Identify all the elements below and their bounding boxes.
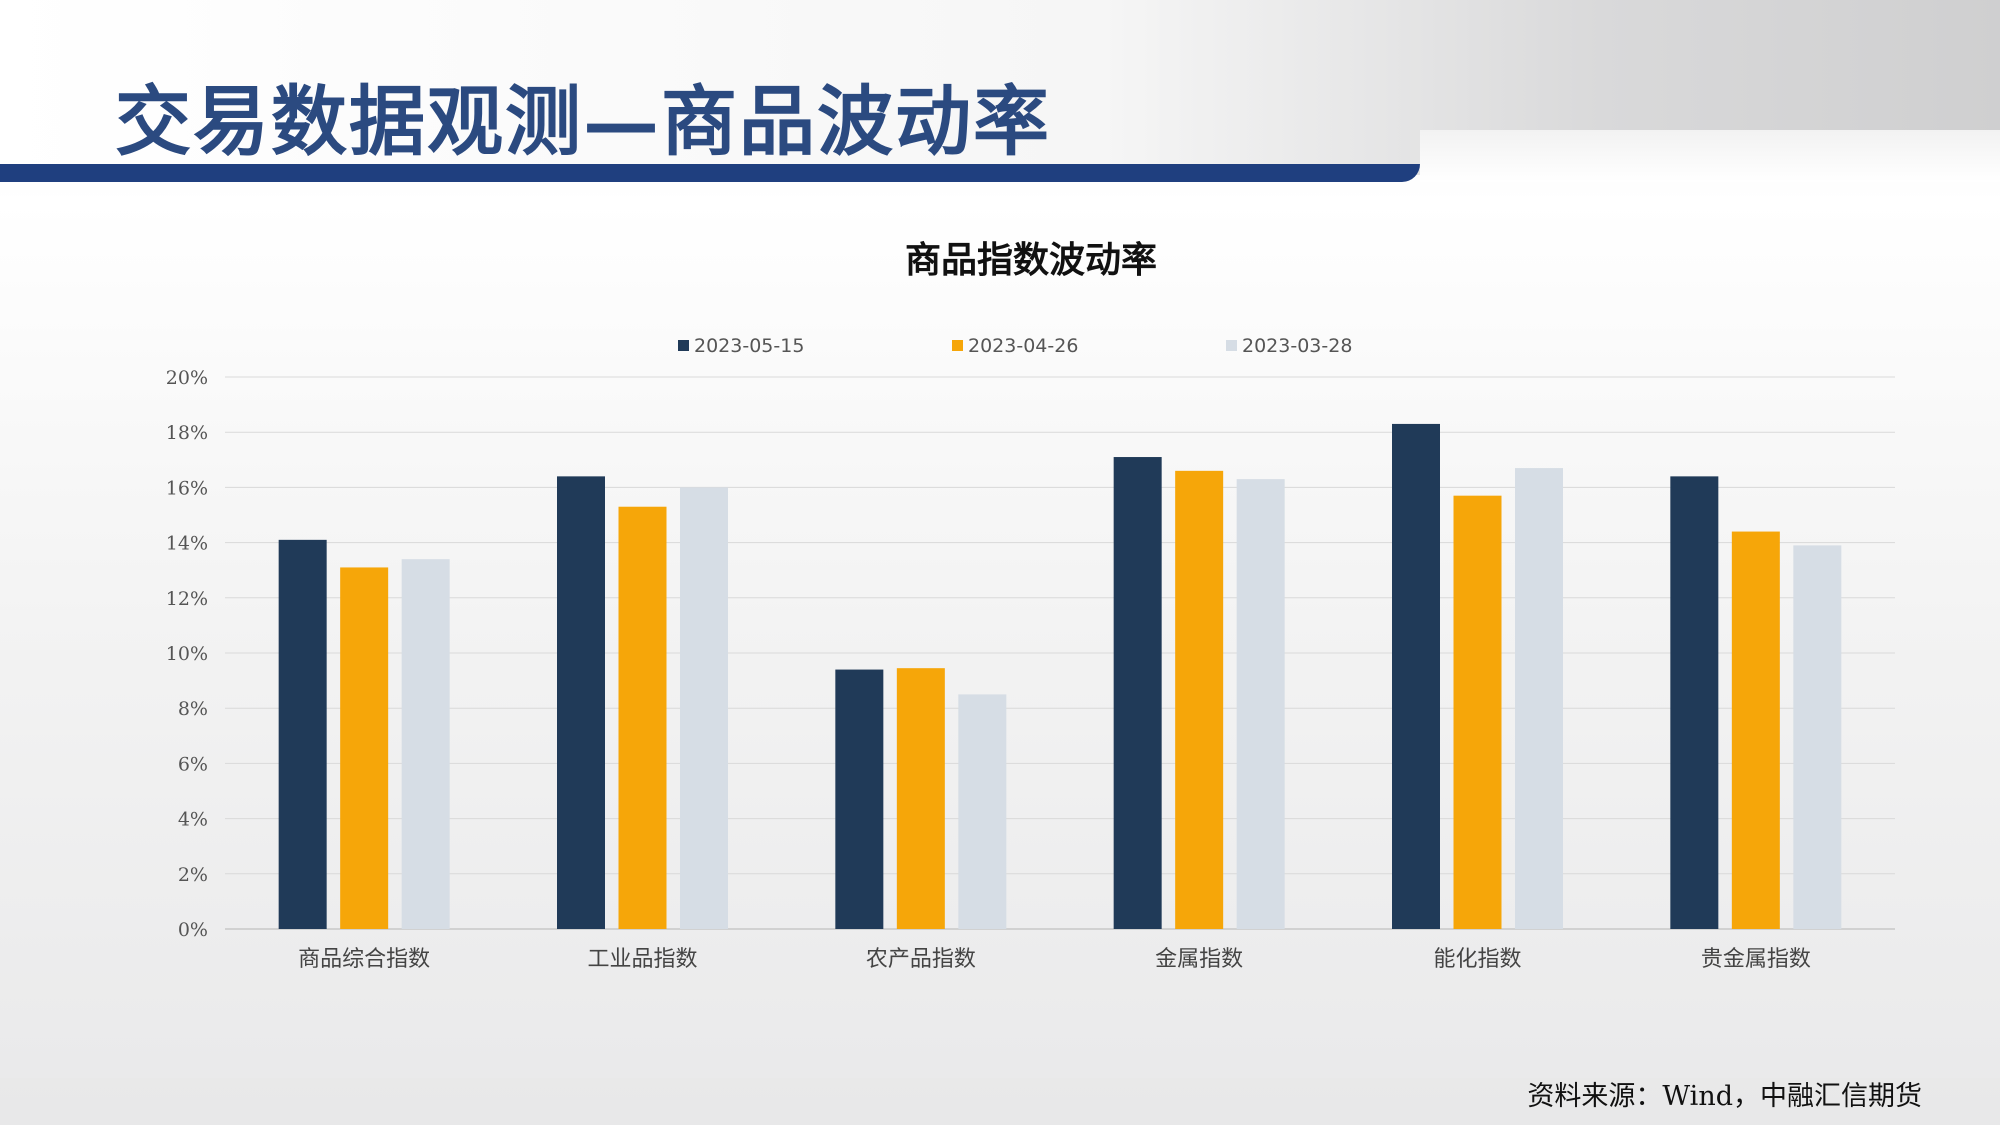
legend-swatch: [952, 340, 963, 351]
legend-swatch: [1226, 340, 1237, 351]
bar: [1392, 423, 1440, 929]
gridlines: [225, 376, 1895, 930]
bar: [618, 506, 667, 929]
bar: [1670, 476, 1719, 929]
x-category-label: 农产品指数: [866, 947, 976, 972]
x-category-label: 能化指数: [1433, 947, 1521, 972]
legend-label: 2023-05-15: [694, 335, 804, 357]
x-category-label: 贵金属指数: [1701, 947, 1811, 972]
x-category-label: 工业品指数: [587, 947, 697, 972]
bar: [835, 669, 884, 929]
bar: [1236, 479, 1285, 929]
y-tick-label: 16%: [166, 477, 208, 499]
legend-label: 2023-03-28: [1242, 335, 1352, 357]
y-tick-label: 20%: [166, 367, 208, 389]
x-category-label: 商品综合指数: [298, 947, 430, 972]
y-tick-label: 12%: [166, 588, 208, 610]
bar: [958, 694, 1007, 929]
x-axis-labels: 商品综合指数 工业品指数 农产品指数 金属指数 能化指数 贵金属指数: [298, 947, 1811, 972]
bar: [1453, 495, 1502, 929]
footer-bar: [0, 1078, 2000, 1125]
y-tick-label: 2%: [178, 864, 208, 886]
bar: [401, 559, 450, 929]
legend-label: 2023-04-26: [968, 335, 1078, 357]
bar: [1515, 468, 1563, 929]
bar: [1793, 545, 1842, 929]
y-tick-label: 8%: [178, 698, 208, 720]
legend: 2023-05-15 2023-04-26 2023-03-28: [678, 335, 1352, 357]
y-tick-label: 6%: [178, 753, 208, 775]
bar: [680, 487, 728, 929]
bar: [1113, 457, 1162, 929]
y-tick-label: 4%: [178, 809, 208, 831]
bar: [896, 668, 945, 929]
chart-title: 商品指数波动率: [905, 240, 1157, 281]
legend-swatch: [678, 340, 689, 351]
header-rule: [0, 164, 1420, 182]
y-tick-label: 10%: [166, 643, 208, 665]
y-axis-ticks: 0% 2% 4% 6% 8% 10% 12% 14% 16% 18% 20%: [166, 367, 208, 941]
bar: [557, 476, 605, 929]
bars: [278, 423, 1842, 929]
page-title: 交易数据观测—商品波动率: [115, 77, 1051, 166]
y-tick-label: 0%: [178, 919, 208, 941]
bar: [1731, 531, 1780, 929]
bar: [278, 539, 327, 929]
source-note: 资料来源：Wind，中融汇信期货: [1527, 1081, 1922, 1112]
x-category-label: 金属指数: [1155, 947, 1243, 972]
bar: [340, 567, 389, 929]
header-highlight: [1420, 130, 2000, 182]
y-tick-label: 14%: [166, 533, 208, 555]
bar: [1175, 470, 1224, 929]
y-tick-label: 18%: [166, 422, 208, 444]
